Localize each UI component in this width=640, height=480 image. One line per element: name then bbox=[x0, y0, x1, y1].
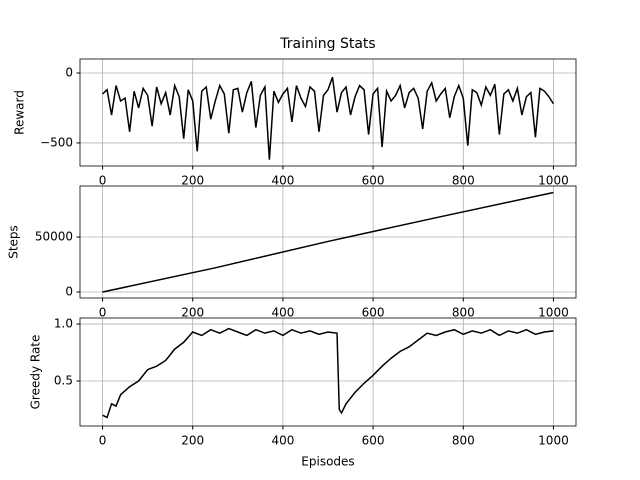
x-tick-label: 1000 bbox=[538, 306, 569, 320]
x-tick-label: 1000 bbox=[538, 434, 569, 448]
x-tick-label: 400 bbox=[271, 434, 294, 448]
y-tick-label: 0.5 bbox=[54, 374, 73, 388]
x-tick-label: 800 bbox=[452, 434, 475, 448]
x-tick-label: 0 bbox=[99, 174, 107, 188]
axes-frame bbox=[79, 185, 577, 299]
x-tick-label: 800 bbox=[452, 174, 475, 188]
y-axis-label: Greedy Rate bbox=[29, 335, 43, 410]
line bbox=[102, 327, 554, 419]
y-axis-label: Reward bbox=[13, 90, 27, 135]
x-tick-label: 600 bbox=[362, 174, 385, 188]
y-axis-label: Steps bbox=[7, 225, 21, 259]
y-tick-label: 1.0 bbox=[54, 317, 73, 331]
y-tick-label: 50000 bbox=[35, 230, 73, 244]
y-tick-label: −500 bbox=[40, 135, 73, 149]
x-tick-label: 600 bbox=[362, 434, 385, 448]
x-tick-label: 0 bbox=[99, 306, 107, 320]
x-tick-label: 0 bbox=[99, 434, 107, 448]
axes-frame bbox=[79, 58, 577, 167]
x-axis-label: Episodes bbox=[301, 455, 354, 469]
x-tick-label: 400 bbox=[271, 174, 294, 188]
x-tick-label: 400 bbox=[271, 306, 294, 320]
y-tick-label: 0 bbox=[65, 285, 73, 299]
x-tick-label: 200 bbox=[181, 306, 204, 320]
x-tick-label: 200 bbox=[181, 174, 204, 188]
x-tick-label: 1000 bbox=[538, 174, 569, 188]
chart-title: Training Stats bbox=[279, 36, 375, 52]
axes-frame bbox=[79, 317, 577, 427]
x-tick-label: 200 bbox=[181, 434, 204, 448]
line bbox=[102, 191, 554, 293]
x-tick-label: 800 bbox=[452, 306, 475, 320]
y-tick-label: 0 bbox=[65, 65, 73, 79]
x-tick-label: 600 bbox=[362, 306, 385, 320]
line bbox=[102, 76, 555, 160]
